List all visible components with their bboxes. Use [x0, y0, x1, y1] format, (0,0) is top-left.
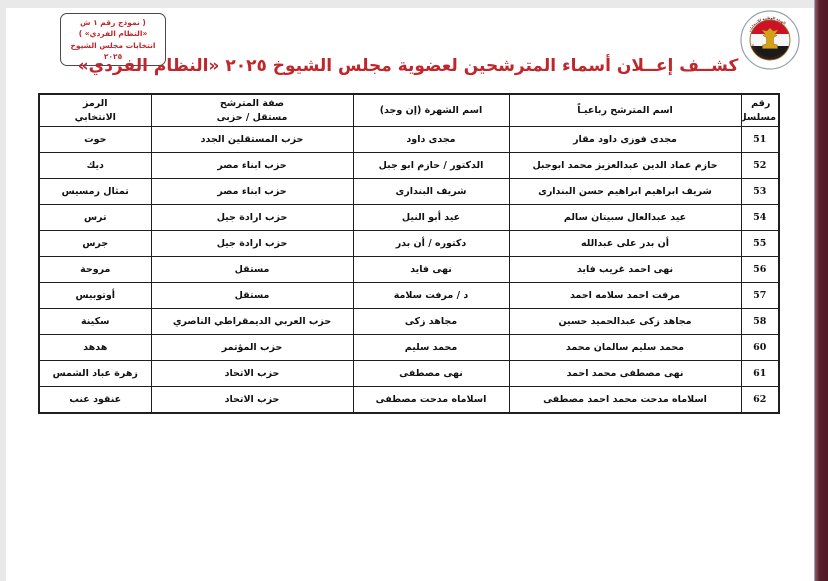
- col-header-capacity: صفة المترشح مستقل / حزبى: [150, 93, 354, 127]
- candidate-row: 57 مرفت احمد سلامه احمد د / مرفت سلامة م…: [38, 282, 780, 309]
- candidate-known-name: عيد أبو النيل: [352, 204, 510, 231]
- candidate-row: 62 اسلاماه مدحت محمد احمد مصطفى اسلاماه …: [38, 386, 780, 414]
- candidate-row: 53 شريف ابراهيم ابراهيم حسن البندارى شري…: [38, 178, 780, 205]
- electoral-symbol: عنقود عنب: [38, 386, 152, 414]
- candidate-full-name: نهى احمد غريب فايد: [508, 256, 742, 283]
- candidate-capacity: حزب الاتحاد: [150, 386, 354, 414]
- candidate-known-name: نهى مصطفى: [352, 360, 510, 387]
- table-body: 51 مجدى فوزى داود مقار مجدى داود حزب الم…: [38, 126, 780, 414]
- national-elections-authority-emblem-icon: الهيئة الوطنية للانتخابات National Elect…: [740, 10, 800, 70]
- candidate-known-name: نهى فايد: [352, 256, 510, 283]
- candidate-known-name: دكتوره / أن بدر: [352, 230, 510, 257]
- electoral-symbol: تمثال رمسيس: [38, 178, 152, 205]
- col-header-known-name: اسم الشهرة (إن وجد): [352, 93, 510, 127]
- form-note-line2: انتخابات مجلس الشيوخ ٢٠٢٥: [70, 40, 156, 61]
- candidate-capacity: حزب المستقلين الجدد: [150, 126, 354, 153]
- electoral-symbol: أوتوبيس: [38, 282, 152, 309]
- candidate-full-name: مرفت احمد سلامه احمد: [508, 282, 742, 309]
- candidate-capacity: حزب ارادة جيل: [150, 230, 354, 257]
- candidate-full-name: أن بدر على عبدالله: [508, 230, 742, 257]
- candidate-row: 54 عيد عبدالعال سبيتان سالم عيد أبو الني…: [38, 204, 780, 231]
- candidate-full-name: نهى مصطفى محمد احمد: [508, 360, 742, 387]
- candidates-table: رقم مسلسل اسم المترشح رباعيـاً اسم الشهر…: [38, 93, 780, 414]
- candidate-full-name: اسلاماه مدحت محمد احمد مصطفى: [508, 386, 742, 414]
- serial-number: 51: [740, 126, 780, 153]
- electoral-symbol: جرس: [38, 230, 152, 257]
- candidate-known-name: مجاهد زكى: [352, 308, 510, 335]
- electoral-symbol: ديك: [38, 152, 152, 179]
- candidate-full-name: عيد عبدالعال سبيتان سالم: [508, 204, 742, 231]
- electoral-symbol: ترس: [38, 204, 152, 231]
- candidate-row: 58 مجاهد زكى عبدالحميد حسين مجاهد زكى حز…: [38, 308, 780, 335]
- form-number-note: ( نموذج رقم ١ ش «النظام الفردي» ) انتخاب…: [60, 13, 166, 66]
- candidate-full-name: حازم عماد الدين عبدالعزيز محمد ابوجبل: [508, 152, 742, 179]
- candidate-row: 56 نهى احمد غريب فايد نهى فايد مستقل مرو…: [38, 256, 780, 283]
- candidate-known-name: اسلاماه مدحت مصطفى: [352, 386, 510, 414]
- electoral-symbol: مروحة: [38, 256, 152, 283]
- serial-number: 61: [740, 360, 780, 387]
- electoral-symbol: هدهد: [38, 334, 152, 361]
- candidate-row: 52 حازم عماد الدين عبدالعزيز محمد ابوجبل…: [38, 152, 780, 179]
- electoral-symbol: سكينة: [38, 308, 152, 335]
- serial-number: 57: [740, 282, 780, 309]
- electoral-symbol: حوت: [38, 126, 152, 153]
- document-page: ( نموذج رقم ١ ش «النظام الفردي» ) انتخاب…: [6, 8, 815, 581]
- serial-number: 55: [740, 230, 780, 257]
- candidate-row: 51 مجدى فوزى داود مقار مجدى داود حزب الم…: [38, 126, 780, 153]
- candidate-capacity: مستقل: [150, 256, 354, 283]
- serial-number: 52: [740, 152, 780, 179]
- candidate-full-name: محمد سليم سالمان محمد: [508, 334, 742, 361]
- electoral-symbol: زهرة عباد الشمس: [38, 360, 152, 387]
- candidate-known-name: شريف البندارى: [352, 178, 510, 205]
- right-maroon-strip: [814, 0, 828, 581]
- candidate-capacity: حزب ارادة جيل: [150, 204, 354, 231]
- candidate-known-name: محمد سليم: [352, 334, 510, 361]
- candidate-capacity: مستقل: [150, 282, 354, 309]
- serial-number: 62: [740, 386, 780, 414]
- candidate-row: 55 أن بدر على عبدالله دكتوره / أن بدر حز…: [38, 230, 780, 257]
- candidate-capacity: حزب الاتحاد: [150, 360, 354, 387]
- serial-number: 53: [740, 178, 780, 205]
- col-header-full-name: اسم المترشح رباعيـاً: [508, 93, 742, 127]
- serial-number: 54: [740, 204, 780, 231]
- col-header-serial: رقم مسلسل: [740, 93, 780, 127]
- candidate-known-name: مجدى داود: [352, 126, 510, 153]
- candidate-known-name: الدكتور / حازم ابو جبل: [352, 152, 510, 179]
- candidate-capacity: حزب العربي الديمقراطي الناصري: [150, 308, 354, 335]
- form-note-line1: ( نموذج رقم ١ ش «النظام الفردي» ): [78, 18, 148, 39]
- col-header-symbol: الرمز الانتخابي: [38, 93, 152, 127]
- candidate-full-name: مجدى فوزى داود مقار: [508, 126, 742, 153]
- candidate-row: 60 محمد سليم سالمان محمد محمد سليم حزب ا…: [38, 334, 780, 361]
- candidate-full-name: شريف ابراهيم ابراهيم حسن البندارى: [508, 178, 742, 205]
- gold-eagle-icon: [761, 27, 779, 49]
- page-title: كشــف إعــلان أسماء المترشحين لعضوية مجل…: [77, 56, 739, 76]
- candidate-row: 61 نهى مصطفى محمد احمد نهى مصطفى حزب الا…: [38, 360, 780, 387]
- serial-number: 60: [740, 334, 780, 361]
- candidate-capacity: حزب المؤتمر: [150, 334, 354, 361]
- table-header: رقم مسلسل اسم المترشح رباعيـاً اسم الشهر…: [38, 93, 780, 127]
- candidate-capacity: حزب ابناء مصر: [150, 178, 354, 205]
- serial-number: 58: [740, 308, 780, 335]
- candidate-known-name: د / مرفت سلامة: [352, 282, 510, 309]
- serial-number: 56: [740, 256, 780, 283]
- candidate-full-name: مجاهد زكى عبدالحميد حسين: [508, 308, 742, 335]
- candidate-capacity: حزب ابناء مصر: [150, 152, 354, 179]
